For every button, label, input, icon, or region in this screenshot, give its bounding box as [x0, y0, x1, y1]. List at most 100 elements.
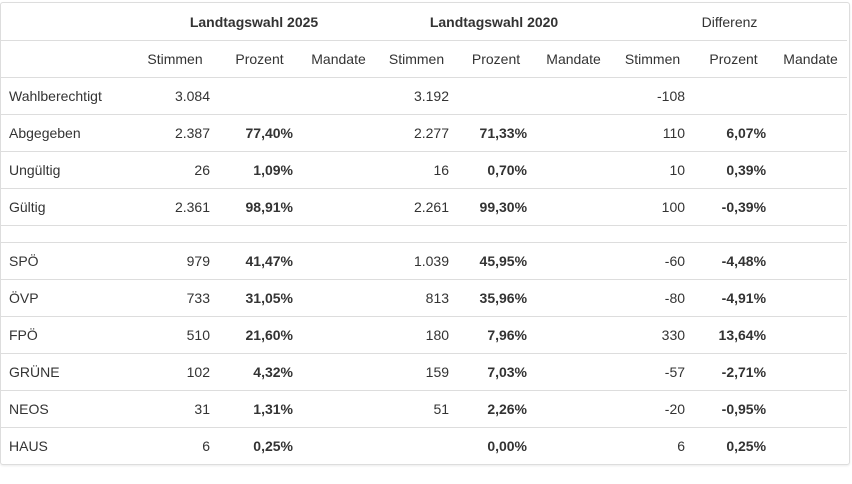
stimmen-2025-cell: 102 — [132, 353, 218, 391]
prozent-2020-cell: 0,70% — [457, 151, 536, 189]
col-stimmen-2025: Stimmen — [132, 40, 218, 78]
summary-row: Wahlberechtigt 3.084 3.192 -108 — [1, 77, 848, 115]
stimmen-diff-cell: 110 — [612, 114, 694, 152]
summary-row: Abgegeben 2.387 77,40% 2.277 71,33% 110 6,07% — [1, 114, 848, 152]
stimmen-2020-cell: 159 — [376, 353, 458, 391]
mandate-2025-cell — [301, 316, 377, 354]
row-label: HAUS — [1, 427, 132, 464]
party-row: GRÜNE 102 4,32% 159 7,03% -57 -2,71% — [1, 353, 848, 391]
stimmen-2020-cell: 1.039 — [376, 242, 458, 280]
stimmen-diff-cell: 6 — [612, 427, 694, 464]
stimmen-diff-cell: -108 — [612, 77, 694, 115]
stimmen-diff-cell: -80 — [612, 279, 694, 317]
stimmen-2025-cell: 510 — [132, 316, 218, 354]
spacer-section — [1, 225, 848, 243]
prozent-2020-cell — [457, 77, 536, 115]
col-mandate-2020: Mandate — [535, 40, 613, 78]
mandate-2025-cell — [301, 279, 377, 317]
spacer-row — [1, 225, 848, 243]
stimmen-2020-cell: 3.192 — [376, 77, 458, 115]
mandate-diff-cell — [774, 242, 848, 280]
summary-row: Ungültig 26 1,09% 16 0,70% 10 0,39% — [1, 151, 848, 189]
party-row: FPÖ 510 21,60% 180 7,96% 330 13,64% — [1, 316, 848, 354]
mandate-2025-cell — [301, 188, 377, 226]
results-table: Landtagswahl 2025 Landtagswahl 2020 Diff… — [1, 3, 848, 464]
mandate-2025-cell — [301, 427, 377, 464]
stimmen-2025-cell: 979 — [132, 242, 218, 280]
stimmen-diff-cell: 330 — [612, 316, 694, 354]
summary-rows: Wahlberechtigt 3.084 3.192 -108 Abgegeben 2.3… — [1, 77, 848, 226]
mandate-2020-cell — [535, 390, 613, 428]
col-mandate-diff: Mandate — [774, 40, 848, 78]
prozent-2020-cell: 99,30% — [457, 188, 536, 226]
prozent-diff-cell — [693, 77, 775, 115]
stimmen-2025-cell: 3.084 — [132, 77, 218, 115]
row-label: SPÖ — [1, 242, 132, 280]
prozent-2025-cell: 0,25% — [218, 427, 301, 464]
stimmen-diff-cell: 100 — [612, 188, 694, 226]
col-prozent-2025: Prozent — [218, 40, 301, 78]
stimmen-diff-cell: 10 — [612, 151, 694, 189]
stimmen-2020-cell: 180 — [376, 316, 458, 354]
mandate-diff-cell — [774, 353, 848, 391]
mandate-2020-cell — [535, 242, 613, 280]
row-label: Gültig — [1, 188, 132, 226]
mandate-diff-cell — [774, 114, 848, 152]
mandate-2025-cell — [301, 353, 377, 391]
group-header-row: Landtagswahl 2025 Landtagswahl 2020 Diff… — [1, 3, 847, 41]
prozent-diff-cell: -0,39% — [693, 188, 775, 226]
mandate-diff-cell — [774, 316, 848, 354]
row-label: NEOS — [1, 390, 132, 428]
mandate-2020-cell — [535, 114, 613, 152]
stimmen-2020-cell: 813 — [376, 279, 458, 317]
stimmen-2025-cell: 31 — [132, 390, 218, 428]
row-label: FPÖ — [1, 316, 132, 354]
prozent-2020-cell: 0,00% — [457, 427, 536, 464]
mandate-2025-cell — [301, 114, 377, 152]
mandate-2025-cell — [301, 390, 377, 428]
stimmen-2020-cell: 16 — [376, 151, 458, 189]
row-label: ÖVP — [1, 279, 132, 317]
mandate-2020-cell — [535, 77, 613, 115]
stimmen-2020-cell: 51 — [376, 390, 458, 428]
header-landtagswahl-2025: Landtagswahl 2025 — [189, 13, 319, 30]
prozent-2020-cell: 7,96% — [457, 316, 536, 354]
prozent-diff-cell: -4,48% — [693, 242, 775, 280]
stimmen-diff-cell: -57 — [612, 353, 694, 391]
prozent-2025-cell: 4,32% — [218, 353, 301, 391]
mandate-2025-cell — [301, 151, 377, 189]
prozent-diff-cell: -4,91% — [693, 279, 775, 317]
stimmen-diff-cell: -60 — [612, 242, 694, 280]
prozent-diff-cell: 13,64% — [693, 316, 775, 354]
row-label: Abgegeben — [1, 114, 132, 152]
mandate-diff-cell — [774, 427, 848, 464]
mandate-diff-cell — [774, 390, 848, 428]
stimmen-2020-cell: 2.261 — [376, 188, 458, 226]
party-row: HAUS 6 0,25% 0,00% 6 0,25% — [1, 427, 848, 464]
prozent-diff-cell: -0,95% — [693, 390, 775, 428]
mandate-diff-cell — [774, 151, 848, 189]
prozent-2025-cell: 31,05% — [218, 279, 301, 317]
row-label: Wahlberechtigt — [1, 77, 132, 115]
mandate-2025-cell — [301, 242, 377, 280]
mandate-2020-cell — [535, 279, 613, 317]
stimmen-2025-cell: 2.361 — [132, 188, 218, 226]
col-prozent-diff: Prozent — [693, 40, 775, 78]
stimmen-2025-cell: 733 — [132, 279, 218, 317]
stimmen-2025-cell: 2.387 — [132, 114, 218, 152]
prozent-2020-cell: 7,03% — [457, 353, 536, 391]
col-mandate-2025: Mandate — [301, 40, 377, 78]
prozent-2025-cell: 21,60% — [218, 316, 301, 354]
stimmen-2020-cell: 2.277 — [376, 114, 458, 152]
stimmen-2025-cell: 6 — [132, 427, 218, 464]
mandate-diff-cell — [774, 279, 848, 317]
prozent-diff-cell: -2,71% — [693, 353, 775, 391]
prozent-diff-cell: 0,25% — [693, 427, 775, 464]
prozent-2025-cell: 1,09% — [218, 151, 301, 189]
row-label: Ungültig — [1, 151, 132, 189]
party-row: NEOS 31 1,31% 51 2,26% -20 -0,95% — [1, 390, 848, 428]
stimmen-2025-cell: 26 — [132, 151, 218, 189]
prozent-diff-cell: 0,39% — [693, 151, 775, 189]
prozent-2025-cell: 98,91% — [218, 188, 301, 226]
row-label: GRÜNE — [1, 353, 132, 391]
